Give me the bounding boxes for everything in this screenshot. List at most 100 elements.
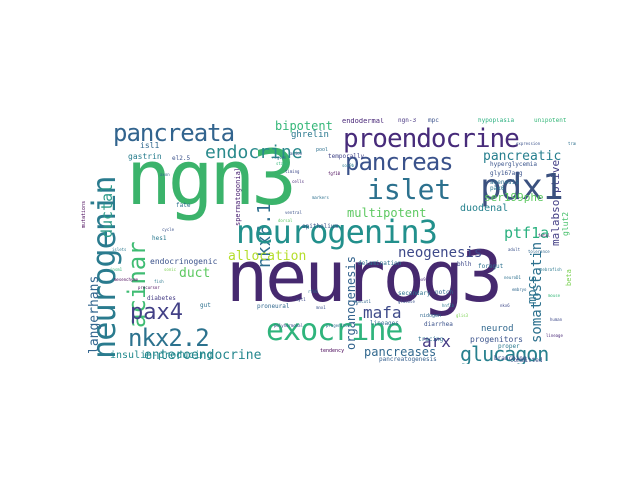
word-gastrin: gastrin [128,152,162,161]
word-small: nkx6 [500,303,510,308]
word-diarrhea: diarrhea [424,321,453,328]
word-small: glucose [398,299,415,304]
word-small: neuroD1 [504,275,521,280]
word-isl1: isl1 [140,141,160,150]
word-tendency: tendency [320,348,345,354]
word-duodenal: duodenal [460,203,509,214]
word-cloud: neurogenin acinar nkx6.1 ductal langerha… [80,118,576,364]
word-enteroendocrine: enteroendocrine [144,348,262,363]
word-small: sox9 [416,277,426,282]
word-multipotent: multipotent [347,206,427,220]
word-small: region [272,155,287,160]
word-small: anion [290,151,303,156]
word-neurog3: neurog3 [226,236,503,318]
word-mpc: mpc [428,118,439,124]
word-agenesis: agenesis [490,179,519,186]
word-small: rfx6 [308,289,318,294]
word-fate: fate [176,202,191,209]
word-small: tolerance [528,249,550,254]
word-gut: gut [200,302,211,309]
word-tracing: tracing [418,336,444,343]
word-small: glis3 [456,313,469,318]
word-ghrelin: ghrelin [291,130,329,140]
word-small: insm1 [110,267,123,272]
word-exocrine: exocrine [266,313,403,348]
word-small: zebrafish [540,267,562,272]
word-unipotent: unipotent [534,118,567,124]
word-neogenesis: neogenesis [398,245,483,261]
word-small: progenitor [326,323,351,328]
word-delamination: delamination [358,260,402,267]
word-mafa: mafa [363,303,402,322]
word-nidogen: nidogen [420,313,442,319]
word-el2-5: el2.5 [172,155,191,162]
word-ngn-3: ngn-3 [398,118,417,124]
word-small: sonic [164,267,177,272]
word-ser199phe: ser199phe [484,191,544,204]
word-beta: beta [565,269,573,286]
word-small: dorsal [278,218,293,223]
word-pancreas: pancreas [345,148,454,176]
word-glucagon: glucagon [460,342,549,364]
word-islet: islet [367,173,452,206]
word-endodermal: endodermal [342,118,385,125]
word-proper: proper [498,343,520,350]
word-small: markers [312,195,329,200]
word-nkx2-2: nkx2.2 [128,324,210,352]
word-small: fish [154,279,164,284]
word-gly167arg: gly167arg [490,170,523,177]
word-progenitors: progenitors [470,335,523,344]
word-ductal: ductal [98,183,116,238]
word-small: lineage [546,333,563,338]
word-lineages: lineages [370,320,399,327]
word-pool: pool [316,147,329,153]
word-small: polyhormonal [274,323,303,328]
word-arx: arx [422,332,451,351]
word-proendocrine: proendocrine [343,124,520,154]
word-hes1: hes1 [152,235,167,242]
word-small: stage [276,161,289,166]
word-small: mesenchyme [114,277,139,282]
word-endocrinogenic: endocrinogenic [150,257,218,266]
word-small: cycle [162,227,175,232]
word-glut2: glut2 [561,211,570,236]
word-pancreatic: pancreatic [483,149,562,164]
word-small: mouse [548,293,561,298]
word-pax6: pax6 [490,185,505,192]
word-committed: committed [510,357,543,364]
word-allocation: allocation [228,249,307,264]
word-small: transient [568,141,576,146]
word-small: expression [516,141,541,146]
word-ptf1a: ptf1a [504,224,550,242]
word-small: islets [112,247,127,252]
word-small: adult [508,247,521,252]
word-small: myt1 [296,297,306,302]
word-pdx1: pdx1 [480,167,564,208]
word-diabetes: diabetes [147,295,176,302]
word-small: fgf10 [328,171,341,176]
word-duct: duct [179,266,211,281]
word-endocrine: endocrine [205,142,303,163]
word-small: mnx1 [316,305,326,310]
word-neurod: neurod [481,324,514,334]
word-pax4: pax4 [130,300,183,325]
word-small: embryo [512,287,527,292]
word-ngn3: ngn3 [126,133,297,222]
word-small: onecut1 [354,299,371,304]
word-neurogenin3: neurogenin3 [236,213,438,251]
word-bipotent: bipotent [275,119,333,133]
word-temporally: temporally [328,153,365,160]
word-secondary: secondary [398,290,431,297]
word-small: axon [160,172,170,177]
word-small: timing [285,169,300,174]
word-mpcs: mpcs [525,275,539,304]
word-small: precursor [138,285,160,290]
word-pancreata: pancreata [113,119,235,147]
word-small: hnf1b [442,303,455,308]
word-notch: notch [435,289,454,296]
word-small: human [550,317,563,322]
word-epithelium: epithelium [302,223,339,230]
word-small: cells [292,179,305,184]
word-langerhans: langerhans [87,275,102,354]
word-small: ventral [285,210,302,215]
